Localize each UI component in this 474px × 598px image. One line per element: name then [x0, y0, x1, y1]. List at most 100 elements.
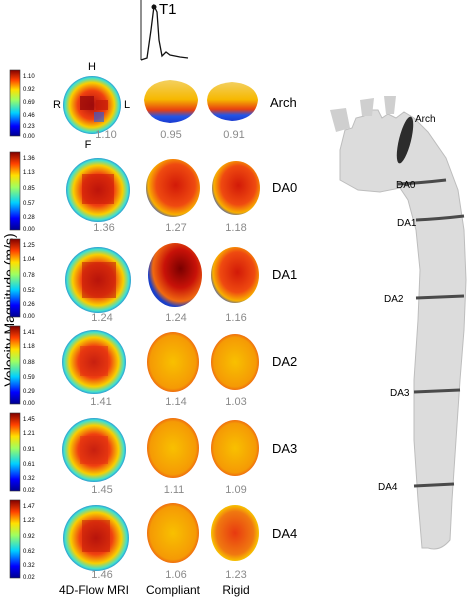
peak-value-mri: 1.45	[91, 484, 112, 496]
colorbar-tick: 1.18	[23, 344, 35, 350]
rigid-velocity-map	[211, 247, 259, 303]
peak-value-rigid: 1.09	[225, 484, 246, 496]
colorbar-tick: 1.36	[23, 156, 35, 162]
da0-plane-band	[397, 178, 447, 186]
aorta-model: Arch DA0 DA1 DA2 DA3 DA4	[330, 96, 467, 550]
colorbar-tick: 0.61	[23, 462, 35, 468]
colorbar-tick: 0.57	[23, 201, 35, 207]
colorbar-tick: 1.04	[23, 257, 35, 263]
peak-value-compliant: 1.14	[165, 396, 186, 408]
mri-velocity-patch	[82, 174, 114, 204]
peak-value-compliant: 1.24	[165, 312, 186, 324]
colorbar-tick: 1.25	[23, 243, 35, 249]
aorta-branch	[360, 98, 374, 116]
colorbar-tick: 0.85	[23, 186, 35, 192]
orientation-bottom: F	[85, 139, 92, 151]
row-da1: 1.25 1.04 0.78 0.52 0.26 0.00 DA1 1.24 1…	[9, 238, 297, 324]
waveform-timepoint-marker	[151, 4, 157, 10]
colorbar-tick: 1.13	[23, 170, 35, 176]
mri-velocity-patch	[80, 96, 94, 110]
compliant-velocity-map	[147, 418, 199, 478]
column-header: Rigid	[222, 583, 249, 597]
colorbar-tick: 0.00	[23, 134, 35, 140]
rigid-velocity-map	[211, 420, 259, 476]
colorbar-tick: 0.52	[23, 288, 35, 294]
mri-velocity-patch	[82, 520, 110, 552]
colorbar-tick: 0.00	[23, 314, 35, 320]
colorbar-tick: 0.88	[23, 360, 35, 366]
aorta-label: DA3	[390, 388, 410, 399]
aorta-label: DA4	[378, 482, 398, 493]
waveform-label: T1	[159, 1, 177, 18]
colorbar-tick: 1.10	[23, 74, 35, 80]
location-label: DA1	[272, 267, 297, 282]
aorta-label: Arch	[415, 114, 436, 125]
location-label: DA4	[272, 526, 297, 541]
mri-velocity-patch	[80, 436, 108, 464]
compliant-velocity-map	[148, 243, 202, 307]
colorbar-tick: 1.22	[23, 518, 35, 524]
peak-value-compliant: 1.06	[165, 569, 186, 581]
arch-plane-marker	[396, 116, 414, 164]
colorbar	[9, 499, 21, 579]
aorta-label: DA1	[397, 218, 417, 229]
row-arch: 1.10 0.92 0.69 0.46 0.23 0.00 Arch 1.10 …	[9, 69, 297, 141]
row-da4: 1.47 1.22 0.92 0.62 0.32 0.02 DA4 1.46 1…	[9, 499, 297, 581]
mri-velocity-patch	[94, 112, 104, 122]
mri-velocity-patch	[82, 262, 116, 298]
peak-value-compliant: 0.95	[160, 129, 181, 141]
column-header: Compliant	[146, 583, 201, 597]
compliant-velocity-map	[144, 80, 198, 123]
colorbar-tick: 0.00	[23, 227, 35, 233]
row-da0: 1.36 1.13 0.85 0.57 0.28 0.00 DA0 1.36 1…	[9, 151, 297, 234]
row-da2: 1.41 1.18 0.88 0.59 0.29 0.00 DA2 1.41 1…	[9, 325, 297, 408]
colorbar	[9, 69, 21, 137]
colorbar-tick: 1.47	[23, 504, 35, 510]
orientation-right: L	[124, 99, 130, 111]
peak-value-mri: 1.36	[93, 222, 114, 234]
colorbar-tick: 0.92	[23, 87, 35, 93]
orientation-labels: H L R F	[53, 61, 130, 151]
compliant-velocity-map	[147, 503, 199, 563]
da3-plane-band	[413, 388, 461, 394]
colorbar-tick: 0.29	[23, 389, 35, 395]
compliant-velocity-map	[146, 159, 200, 217]
column-header: 4D-Flow MRI	[59, 583, 129, 597]
rigid-velocity-map	[211, 505, 259, 561]
location-label: DA2	[272, 354, 297, 369]
compliant-velocity-map	[147, 332, 199, 392]
peak-value-rigid: 0.91	[223, 129, 244, 141]
colorbar-tick: 1.21	[23, 431, 35, 437]
rigid-velocity-map	[211, 334, 259, 390]
colorbar-tick: 0.91	[23, 447, 35, 453]
peak-value-compliant: 1.27	[165, 222, 186, 234]
row-da3: 1.45 1.21 0.91 0.61 0.32 0.02 DA3 1.45 1…	[9, 412, 297, 496]
da2-plane-band	[415, 294, 465, 300]
colorbar-tick: 0.62	[23, 549, 35, 555]
aorta-label: DA0	[396, 180, 416, 191]
colorbar-tick: 0.26	[23, 302, 35, 308]
rigid-velocity-map	[207, 82, 258, 121]
colorbar	[9, 325, 21, 405]
rigid-velocity-map	[212, 161, 260, 215]
colorbar-tick: 0.00	[23, 401, 35, 407]
colorbar-tick: 0.28	[23, 215, 35, 221]
colorbar	[9, 151, 21, 231]
peak-value-mri: 1.46	[91, 569, 112, 581]
orientation-top: H	[88, 61, 96, 73]
peak-value-rigid: 1.16	[225, 312, 246, 324]
peak-value-rigid: 1.03	[225, 396, 246, 408]
mri-velocity-patch	[96, 100, 108, 110]
location-label: DA3	[272, 441, 297, 456]
location-label: DA0	[272, 180, 297, 195]
peak-value-rigid: 1.23	[225, 569, 246, 581]
colorbar	[9, 412, 21, 492]
colorbar-tick: 0.59	[23, 375, 35, 381]
peak-value-mri: 1.41	[90, 396, 111, 408]
colorbar-tick: 0.02	[23, 488, 35, 494]
aorta-branch	[330, 108, 350, 132]
colorbar	[9, 238, 21, 318]
aorta-label: DA2	[384, 294, 404, 305]
colorbar-tick: 0.23	[23, 124, 35, 130]
